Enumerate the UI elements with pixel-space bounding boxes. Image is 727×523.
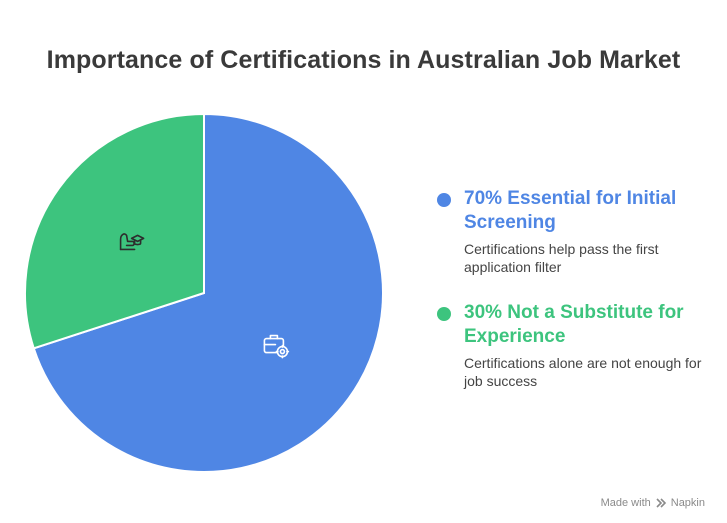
napkin-logo-icon — [656, 498, 666, 508]
legend-dot-not-substitute — [437, 307, 451, 321]
pie-slice-1 — [24, 112, 205, 350]
napkin-brand-text: Napkin — [670, 497, 705, 509]
legend-description-not-substitute: Certifications alone are not enough for … — [464, 355, 702, 389]
briefcase-gear-icon — [263, 334, 290, 359]
legend-dot-essential — [437, 193, 451, 207]
hand-graduation-cap-icon — [119, 233, 145, 251]
chart-title: Importance of Certifications in Australi… — [46, 46, 681, 74]
legend-label-essential: 70% Essential for Initial Screening — [464, 188, 677, 233]
legend-label-not-substitute: 30% Not a Substitute for Experience — [464, 302, 684, 347]
made-with-footer: Made with Napkin — [601, 497, 705, 509]
legend-description-essential: Certifications help pass the first appli… — [464, 241, 659, 275]
made-with-text: Made with — [600, 497, 651, 509]
pie-slice-0 — [32, 112, 384, 473]
